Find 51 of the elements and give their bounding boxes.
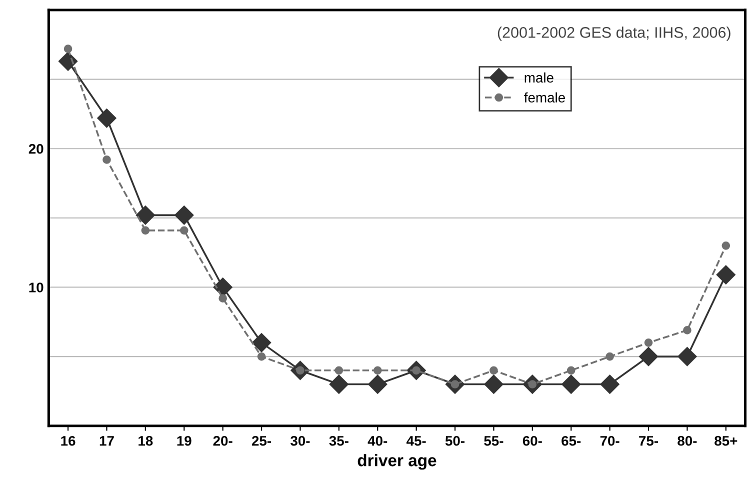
x-tick-label: 75- [639,436,658,446]
x-tick-label: 65- [562,436,581,446]
x-tick-label: 55- [484,436,504,446]
point [600,374,620,394]
x-tick-label: 20- [213,436,232,446]
y-tick-label: 10 [29,282,44,292]
point [606,352,614,361]
y-tick-label: 20 [28,144,44,154]
x-tick-label: 25- [252,436,272,446]
x-tick-label: 80- [678,436,697,446]
point [683,326,692,334]
point [334,366,344,375]
point [136,206,155,225]
point [102,156,111,164]
x-tick-label: 18 [138,436,153,446]
point [368,374,388,394]
x-axis-title: driver age [358,454,436,470]
annotation: (2001-2002 GES data; IIHS, 2006) [498,26,730,41]
x-tick-label: 85+ [714,436,738,446]
x-tick-label: 19 [177,436,192,446]
point [566,366,576,375]
x-tick-label: 45- [406,436,426,446]
legend-label: male [524,72,554,83]
point [218,294,227,302]
point [257,352,266,361]
point [490,366,498,375]
x-tick-label: 60- [522,436,542,446]
x-tick-label: 40- [368,436,388,446]
point [252,333,272,352]
point [638,347,658,366]
x-tick-label: 30- [290,436,310,446]
point [644,338,653,347]
point [180,226,188,235]
point [562,374,581,394]
point [373,366,382,375]
point [329,374,348,394]
point [141,226,150,235]
point [722,241,730,250]
x-tick-label: 17 [100,436,114,446]
point [64,44,72,53]
point [484,374,504,394]
point [678,347,697,366]
point [58,52,78,71]
x-tick-label: 35- [329,436,348,446]
point [174,206,194,225]
point [716,265,736,284]
legend-label: female [524,92,565,103]
point [97,108,116,128]
x-tick-label: 50- [445,436,464,446]
x-tick-label: 70- [600,436,620,446]
x-tick-label: 16 [61,436,76,446]
